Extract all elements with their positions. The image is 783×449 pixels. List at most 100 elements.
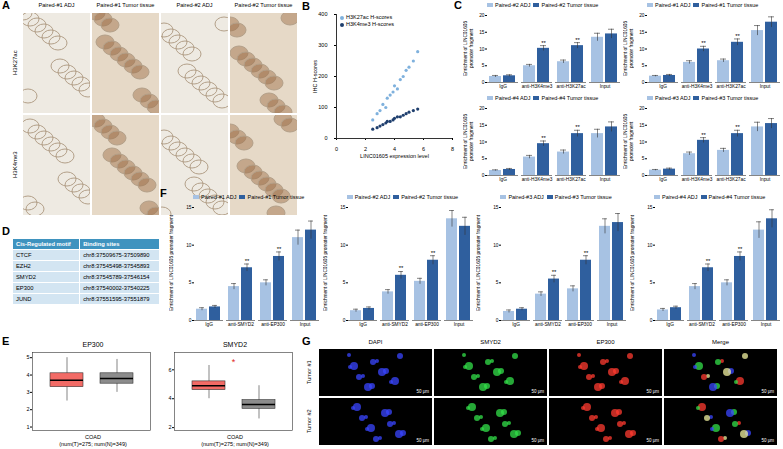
- svg-text:50 μm: 50 μm: [646, 438, 659, 443]
- svg-text:50 μm: 50 μm: [646, 389, 659, 394]
- svg-text:anti-H3K27ac: anti-H3K27ac: [716, 177, 746, 182]
- svg-text:15: 15: [639, 30, 645, 35]
- svg-text:0: 0: [189, 318, 192, 323]
- svg-text:Input: Input: [300, 322, 311, 327]
- svg-text:Input: Input: [760, 177, 771, 182]
- svg-text:anti-H3K27ac: anti-H3K27ac: [556, 177, 586, 182]
- svg-text:200: 200: [318, 73, 327, 79]
- svg-text:100: 100: [318, 104, 327, 110]
- svg-text:*: *: [232, 357, 236, 367]
- svg-text:4: 4: [168, 395, 171, 401]
- svg-text:anti-H3K4me3: anti-H3K4me3: [682, 84, 713, 89]
- svg-text:50 μm: 50 μm: [761, 438, 774, 443]
- svg-text:**: **: [541, 40, 546, 46]
- svg-text:Input: Input: [600, 177, 611, 182]
- svg-text:20: 20: [639, 13, 645, 18]
- svg-text:50 μm: 50 μm: [531, 389, 544, 394]
- svg-text:**: **: [541, 135, 546, 141]
- svg-text:0: 0: [650, 318, 653, 323]
- svg-text:IgG: IgG: [513, 322, 521, 327]
- svg-text:0: 0: [324, 135, 327, 141]
- svg-text:5: 5: [496, 280, 499, 285]
- svg-text:anti-H3K4me3: anti-H3K4me3: [522, 177, 553, 182]
- svg-text:IgG: IgG: [499, 177, 507, 182]
- svg-text:IgG: IgG: [499, 84, 507, 89]
- svg-text:**: **: [277, 246, 282, 252]
- svg-text:2: 2: [168, 424, 171, 430]
- svg-text:15: 15: [639, 123, 645, 128]
- svg-text:2: 2: [364, 146, 367, 152]
- svg-text:anti-EP300: anti-EP300: [415, 322, 439, 327]
- svg-text:1: 1: [26, 424, 29, 430]
- svg-text:5: 5: [343, 280, 346, 285]
- svg-text:3: 3: [26, 389, 29, 395]
- svg-text:anti-EP300: anti-EP300: [569, 322, 593, 327]
- svg-text:0: 0: [343, 318, 346, 323]
- svg-text:Input: Input: [760, 84, 771, 89]
- svg-text:Input: Input: [600, 84, 611, 89]
- svg-text:6: 6: [168, 367, 171, 373]
- svg-text:LINC01605 expression level: LINC01605 expression level: [360, 153, 429, 159]
- svg-text:**: **: [735, 124, 740, 130]
- svg-text:IgG: IgG: [205, 322, 213, 327]
- svg-text:15: 15: [494, 205, 500, 210]
- svg-text:50 μm: 50 μm: [761, 389, 774, 394]
- svg-text:anti-EP300: anti-EP300: [261, 322, 285, 327]
- svg-text:10: 10: [479, 47, 485, 52]
- svg-text:50 μm: 50 μm: [416, 438, 429, 443]
- svg-text:anti-H3K27ac: anti-H3K27ac: [556, 84, 586, 89]
- svg-text:anti-H3K4me3: anti-H3K4me3: [522, 84, 553, 89]
- svg-text:anti-H3K27ac: anti-H3K27ac: [716, 84, 746, 89]
- svg-text:5: 5: [642, 63, 645, 68]
- svg-text:anti-SMYD2: anti-SMYD2: [535, 322, 561, 327]
- svg-text:Input: Input: [761, 322, 772, 327]
- svg-text:anti-H3K4me3: anti-H3K4me3: [682, 177, 713, 182]
- svg-text:10: 10: [647, 243, 653, 248]
- svg-text:20: 20: [479, 13, 485, 18]
- svg-text:**: **: [575, 124, 580, 130]
- svg-text:15: 15: [479, 30, 485, 35]
- svg-text:0: 0: [642, 80, 645, 85]
- svg-text:IgG: IgG: [359, 322, 367, 327]
- svg-text:0: 0: [335, 146, 338, 152]
- svg-text:**: **: [430, 250, 435, 256]
- svg-text:300: 300: [318, 42, 327, 48]
- svg-text:0: 0: [642, 173, 645, 178]
- svg-text:**: **: [701, 132, 706, 138]
- svg-text:anti-SMYD2: anti-SMYD2: [689, 322, 715, 327]
- svg-text:5: 5: [482, 156, 485, 161]
- svg-text:IgG: IgG: [659, 177, 667, 182]
- svg-text:IHC H-scores: IHC H-scores: [312, 60, 318, 93]
- svg-text:50 μm: 50 μm: [416, 389, 429, 394]
- svg-text:Input: Input: [607, 322, 618, 327]
- svg-text:20: 20: [479, 106, 485, 111]
- svg-text:4: 4: [393, 146, 396, 152]
- svg-text:Input: Input: [453, 322, 464, 327]
- svg-text:10: 10: [340, 243, 346, 248]
- svg-text:anti-EP300: anti-EP300: [722, 322, 746, 327]
- svg-text:6: 6: [422, 146, 425, 152]
- svg-text:4: 4: [26, 372, 29, 378]
- svg-text:**: **: [701, 40, 706, 46]
- svg-text:10: 10: [479, 140, 485, 145]
- svg-text:5: 5: [650, 280, 653, 285]
- svg-text:**: **: [584, 250, 589, 256]
- svg-text:5: 5: [482, 63, 485, 68]
- svg-text:5: 5: [189, 280, 192, 285]
- svg-text:10: 10: [494, 243, 500, 248]
- svg-text:2: 2: [26, 406, 29, 412]
- svg-text:15: 15: [186, 205, 192, 210]
- svg-text:0: 0: [496, 318, 499, 323]
- svg-text:5: 5: [26, 354, 29, 360]
- svg-text:20: 20: [639, 106, 645, 111]
- svg-text:**: **: [245, 258, 250, 264]
- svg-text:10: 10: [639, 140, 645, 145]
- svg-text:**: **: [552, 269, 557, 275]
- svg-text:**: **: [398, 265, 403, 271]
- svg-text:**: **: [735, 33, 740, 39]
- svg-text:**: **: [706, 258, 711, 264]
- svg-text:**: **: [575, 37, 580, 43]
- svg-text:15: 15: [340, 205, 346, 210]
- svg-text:10: 10: [639, 47, 645, 52]
- svg-text:IgG: IgG: [659, 84, 667, 89]
